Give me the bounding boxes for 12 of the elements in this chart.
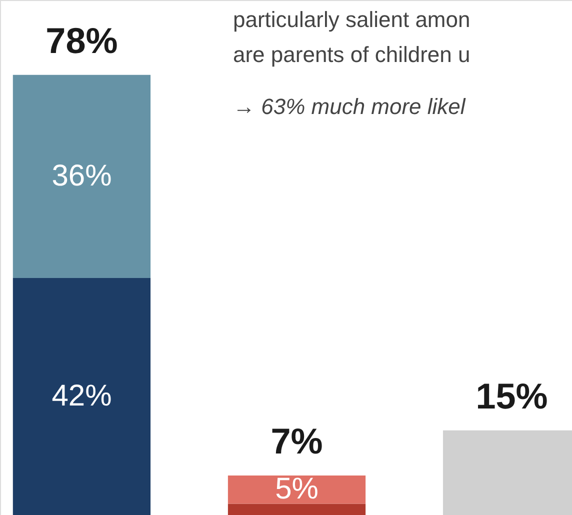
total-label: 15% — [476, 375, 548, 416]
bar — [228, 475, 366, 504]
bar — [12, 74, 151, 278]
bar — [12, 278, 151, 515]
total-label: 7% — [270, 420, 323, 462]
total-label: 78% — [46, 20, 118, 61]
annotation: → 63% much more likel — [233, 94, 466, 119]
text: are parents of children u — [233, 42, 470, 67]
data-label: 36% — [52, 159, 112, 192]
data-label: 5% — [275, 472, 318, 506]
text: particularly salient amon — [233, 7, 470, 32]
data-label: 42% — [52, 379, 112, 412]
